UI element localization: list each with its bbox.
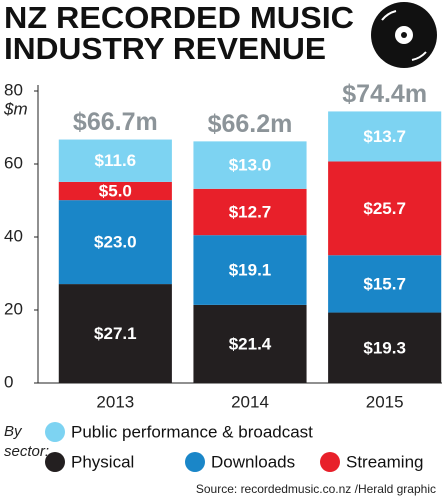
bar-segment [193, 188, 307, 236]
bar-segment [328, 161, 442, 256]
y-tick-label: 40 [4, 226, 23, 245]
y-tick-label: 60 [4, 153, 23, 172]
bar-segment [58, 284, 172, 383]
legend-label: Physical [71, 452, 134, 471]
value-label: $23.0 [94, 233, 137, 252]
bar-segment [328, 111, 442, 162]
legend-swatch [45, 422, 65, 442]
legend-title: By sector: [4, 423, 49, 460]
legend-swatch [185, 452, 205, 472]
value-label: $19.1 [229, 261, 272, 280]
value-label: $27.1 [94, 324, 137, 343]
value-label: $11.6 [95, 151, 137, 170]
value-label: $13.0 [229, 156, 272, 175]
bar-segment [328, 255, 442, 313]
legend-label: Streaming [346, 452, 423, 471]
bar-segment [58, 181, 172, 201]
legend-label: Downloads [211, 452, 295, 471]
total-label: $66.7m [73, 108, 158, 136]
bar-segment [193, 304, 307, 383]
x-tick-label: 2013 [96, 392, 134, 411]
chart-title: NZ RECORDED MUSIC [4, 0, 354, 35]
x-tick-label: 2014 [231, 392, 269, 411]
bar-segment [58, 200, 172, 285]
bar-segment [193, 141, 307, 189]
total-label: $74.4m [342, 80, 427, 108]
bar-segment [58, 139, 172, 182]
chart-title: INDUSTRY REVENUE [4, 31, 326, 66]
total-label: $66.2m [208, 110, 293, 138]
bar-segment [193, 235, 307, 305]
y-tick-label: 0 [4, 372, 13, 391]
bar-segment [328, 312, 442, 383]
value-label: $12.7 [229, 202, 272, 221]
source: Source: recordedmusic.co.nz /Herald grap… [196, 482, 436, 496]
y-axis-label: $m [3, 99, 28, 118]
legend-swatch [45, 452, 65, 472]
legend-label: Public performance & broadcast [71, 422, 313, 441]
x-tick-label: 2015 [366, 392, 404, 411]
y-tick-label: 80 [4, 80, 23, 99]
legend-swatch [320, 452, 340, 472]
value-label: $5.0 [99, 181, 132, 200]
value-label: $13.7 [363, 127, 406, 146]
y-tick-label: 20 [4, 299, 23, 318]
value-label: $15.7 [363, 274, 406, 293]
value-label: $21.4 [229, 334, 272, 353]
value-label: $19.3 [363, 338, 406, 357]
value-label: $25.7 [363, 199, 406, 218]
record-icon [371, 2, 437, 68]
